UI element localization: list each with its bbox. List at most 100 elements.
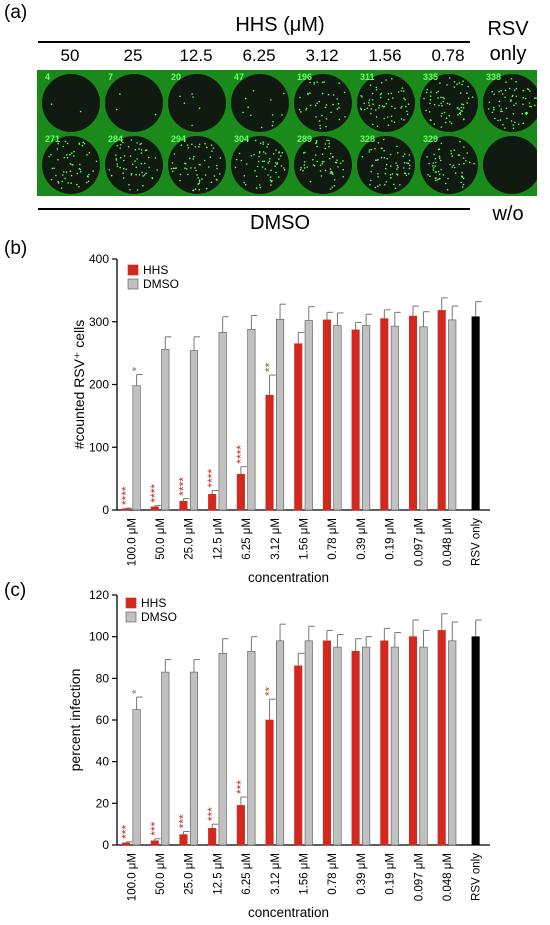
infected-cell-dot [240, 159, 243, 162]
infected-cell-dot [262, 141, 265, 144]
infected-cell-dot [443, 97, 445, 100]
infected-cell-dot [505, 107, 508, 110]
infected-cell-dot [456, 107, 459, 109]
infected-cell-dot [76, 172, 79, 175]
infected-cell-dot [360, 95, 363, 97]
well-count: 328 [360, 134, 376, 144]
infected-cell-dot [386, 116, 389, 118]
x-tick-label: 0.78 μM [327, 518, 339, 560]
infected-cell-dot [437, 170, 440, 173]
infected-cell-dot [148, 166, 150, 169]
infected-cell-dot [175, 167, 177, 169]
bar-dmso [218, 332, 227, 511]
infected-cell-dot [405, 105, 407, 108]
infected-cell-dot [493, 93, 495, 95]
infected-cell-dot [391, 173, 394, 175]
infected-cell-dot [437, 97, 439, 99]
infected-cell-dot [440, 102, 442, 105]
infected-cell-dot [442, 174, 445, 176]
infected-cell-dot [123, 155, 126, 157]
infected-cell-dot [463, 162, 465, 165]
significance-marker: *** [119, 825, 133, 839]
infected-cell-dot [383, 138, 385, 141]
infected-cell-dot [426, 88, 429, 91]
infected-cell-dot [192, 96, 194, 98]
infected-cell-dot [497, 119, 499, 122]
infected-cell-dot [275, 171, 277, 174]
infected-cell-dot [321, 92, 324, 95]
infected-cell-dot [534, 104, 536, 107]
well-count: 329 [423, 134, 439, 144]
infected-cell-dot [440, 115, 443, 117]
infected-cell-dot [391, 120, 393, 122]
infected-cell-dot [139, 143, 141, 146]
infected-cell-dot [500, 90, 502, 92]
infected-cell-dot [510, 99, 512, 101]
infected-cell-dot [515, 87, 518, 90]
without-label: w/o [492, 203, 524, 225]
infected-cell-dot [64, 140, 67, 143]
infected-cell-dot [434, 157, 437, 160]
infected-cell-dot [522, 96, 525, 99]
infected-cell-dot [369, 183, 371, 186]
y-tick-label: 100 [89, 630, 109, 644]
infected-cell-dot [57, 182, 60, 184]
significance-marker: *** [148, 821, 162, 835]
infected-cell-dot [368, 149, 371, 151]
infected-cell-dot [383, 156, 386, 159]
infected-cell-dot [319, 164, 322, 167]
infected-cell-dot [325, 118, 328, 120]
infected-cell-dot [453, 81, 456, 83]
infected-cell-dot [253, 153, 255, 156]
x-tick-label: 50.0 μM [155, 853, 167, 895]
infected-cell-dot [115, 158, 118, 160]
bar-dmso [161, 671, 170, 846]
infected-cell-dot [338, 118, 341, 121]
infected-cell-dot [332, 103, 334, 106]
infected-cell-dot [316, 102, 318, 104]
x-tick-label: 0.39 μM [356, 518, 368, 560]
bar-rsv-only [471, 636, 480, 846]
infected-cell-dot [387, 98, 390, 101]
infected-cell-dot [467, 97, 470, 99]
bar-hhs [122, 842, 131, 846]
infected-cell-dot [380, 92, 383, 95]
infected-cell-dot [154, 157, 157, 159]
infected-cell-dot [466, 152, 469, 154]
infected-cell-dot [329, 172, 332, 174]
infected-cell-dot [256, 165, 259, 168]
infected-cell-dot [513, 89, 516, 91]
infected-cell-dot [395, 162, 397, 164]
x-axis-label: concentration [248, 905, 329, 920]
infected-cell-dot [314, 104, 317, 107]
infected-cell-dot [515, 80, 517, 83]
infected-cell-dot [378, 104, 381, 107]
infected-cell-dot [513, 104, 515, 106]
well-count: 335 [423, 72, 439, 82]
infected-cell-dot [332, 173, 334, 175]
infected-cell-dot [442, 96, 444, 99]
infected-cell-dot [459, 113, 462, 116]
infected-cell-dot [376, 159, 379, 161]
infected-cell-dot [198, 179, 201, 181]
infected-cell-dot [433, 103, 436, 106]
infected-cell-dot [187, 147, 190, 149]
infected-cell-dot [396, 168, 398, 170]
bar-dmso [333, 325, 342, 511]
y-tick-label: 200 [89, 378, 109, 392]
infected-cell-dot [471, 96, 474, 98]
infected-cell-dot [215, 164, 218, 167]
infected-cell-dot [403, 167, 405, 169]
infected-cell-dot [122, 141, 124, 144]
infected-cell-dot [429, 175, 431, 177]
well [420, 74, 478, 132]
infected-cell-dot [504, 89, 507, 92]
well [357, 136, 415, 194]
infected-cell-dot [210, 181, 213, 184]
infected-cell-dot [453, 149, 456, 151]
bar-dmso [161, 349, 170, 511]
infected-cell-dot [281, 151, 284, 154]
infected-cell-dot [462, 183, 465, 186]
y-tick-label: 0 [102, 503, 109, 517]
